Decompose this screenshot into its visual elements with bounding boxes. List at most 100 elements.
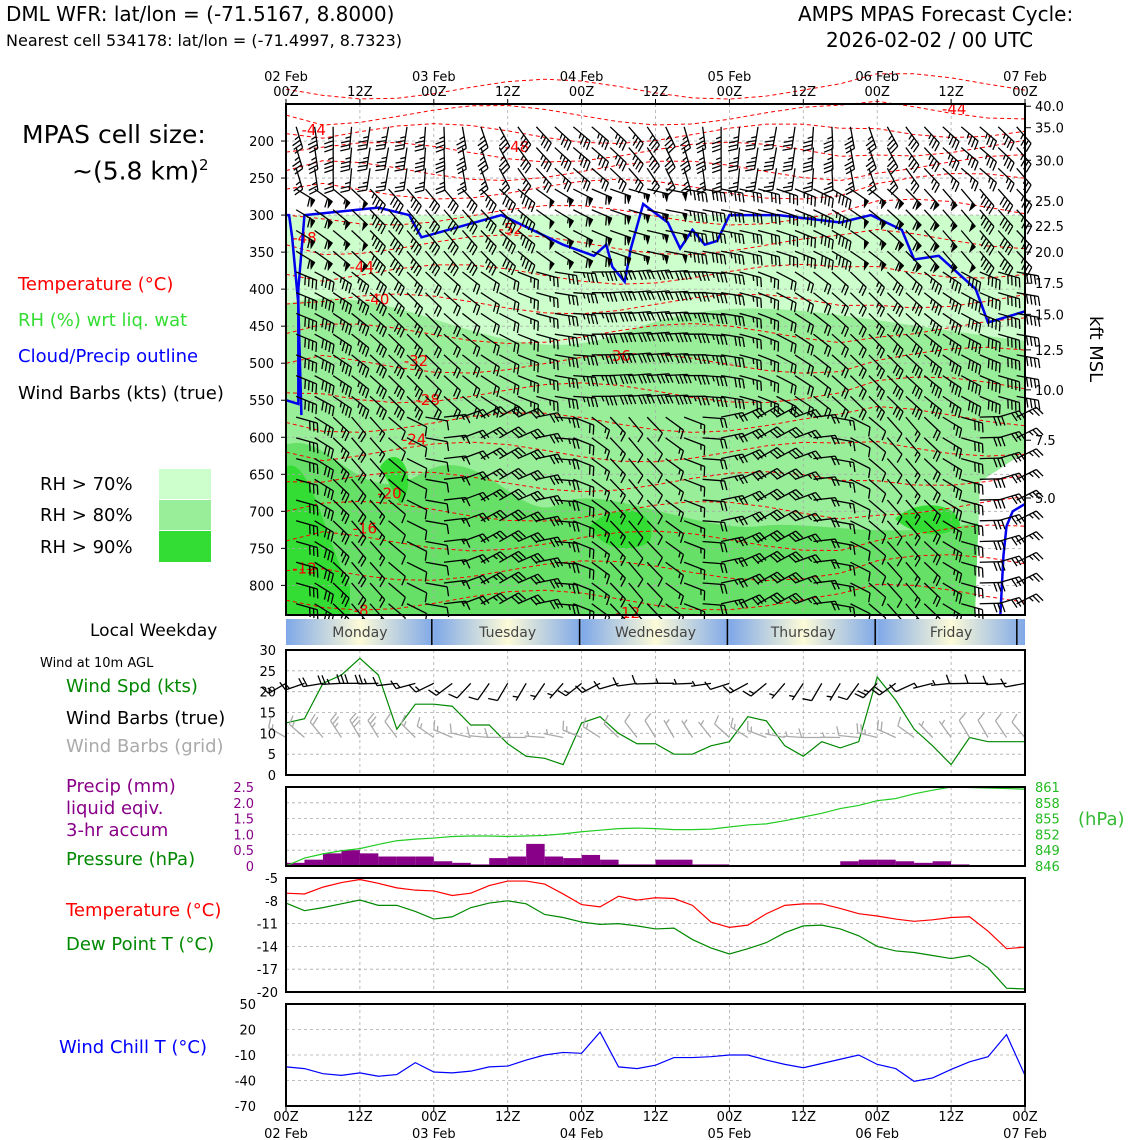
xsec-barb [794,429,823,440]
bottom-time-label: 12Z [495,1110,521,1125]
xsec-barb [406,520,428,541]
xsec-barb [628,352,655,364]
xsec-barb [998,354,1021,371]
xsec-barb [443,375,461,400]
xsec-barb [435,126,446,153]
xsec-barb-flag [607,236,613,248]
wind-tick-label: 20 [259,686,276,701]
xsec-barb [499,333,520,354]
xsec-barb [739,532,767,544]
xsec-barb [720,229,745,245]
xsec-barb [517,375,539,394]
xsec-barb [332,458,350,483]
precip-tick-label: 0.5 [233,844,254,859]
xsec-barb [314,478,334,501]
xsec-barb [628,290,655,301]
xsec-barb-flag [681,254,688,265]
temp-contour [285,198,1026,226]
xsec-barb [695,147,707,175]
precip-bar [673,859,693,866]
xsec-barb [591,374,618,385]
xsec-barb [886,333,904,359]
chart-title-left: DML WFR: lat/lon = (-71.5167, 8.8000) [6,2,395,26]
xsec-barb [886,416,903,443]
xsec-barb [923,292,943,316]
xsec-barb [646,458,663,484]
xsec-barb [609,478,626,504]
xsec-barb-flag [863,198,869,209]
xsec-barb [388,209,404,235]
xsec-barb-flag [950,201,958,212]
xsec-barb [905,561,921,588]
wind-barb-grid [309,713,324,738]
xsec-barb [591,416,611,440]
xsec-barb [683,520,706,539]
wind-barb-true [691,680,712,687]
wind-barb-grid [897,716,915,739]
xsec-barb [425,582,450,597]
xsec-barb [332,561,350,587]
xsec-barb [425,561,450,576]
xsec-barb [554,457,580,470]
xsec-barb [720,375,745,389]
xsec-barb [646,499,663,525]
temp-tick-label: -11 [257,918,278,933]
xsec-barb [462,533,490,544]
xsec-barb [782,126,796,151]
xsec-barb [646,478,663,504]
xsec-barb [813,600,840,611]
xsec-barb-flag [588,217,594,228]
xsec-barb [684,209,708,224]
xsec-barb [802,126,815,152]
xsec-barb [295,540,319,557]
xsec-barb [831,478,856,493]
xsec-barb [1016,489,1044,501]
xsec-barb [763,168,778,192]
xsec-barb [324,168,335,195]
xsec-barb [425,292,442,317]
xsec-barb [369,499,386,526]
weekday-cell [877,619,1025,645]
xsec-barb [369,541,386,567]
xsec-barb [794,512,823,523]
precip-bar [396,856,416,866]
xsec-barb [462,512,490,523]
xsec-barb-flag [968,222,976,233]
xsec-barb [351,478,367,505]
xsec-barb [628,499,644,526]
xsec-barb [406,582,428,603]
xsec-barb-flag [968,263,976,274]
xsec-barb [886,499,903,526]
xsec-barb [849,271,867,297]
xsec-barb [498,230,517,255]
xsec-barb [868,312,886,338]
xsec-barb-flag [644,234,651,246]
xsec-barb [332,499,350,525]
xsec-barb [850,437,871,458]
xsec-barb [868,271,886,297]
xsec-barb [739,511,767,523]
wind-barb-true [468,682,490,701]
xsec-barb [979,540,1006,551]
xsec-barb [997,230,1014,256]
xsec-barb [961,582,984,599]
xsec-barb [462,595,490,606]
xsec-barb [664,126,676,154]
xsec-barb [794,354,815,377]
xsec-barb [414,147,427,173]
xsec-barb [425,540,450,555]
xsec-barb [702,354,728,366]
xsec-barb [960,375,982,396]
weekday-name: Tuesday [478,625,536,641]
precip-bar [378,856,397,866]
xsec-barb [591,147,610,171]
xsec-barb [480,188,497,214]
xsec-barb [868,375,886,400]
xsec-barb [424,188,441,215]
cloud-outline [285,201,1026,406]
xsec-barb [702,292,728,304]
xsec-barb [868,499,887,524]
wind-barb-grid [938,719,952,738]
pressure-tick-label: 849 [1035,844,1060,859]
weekday-label: Local Weekday [90,621,218,641]
